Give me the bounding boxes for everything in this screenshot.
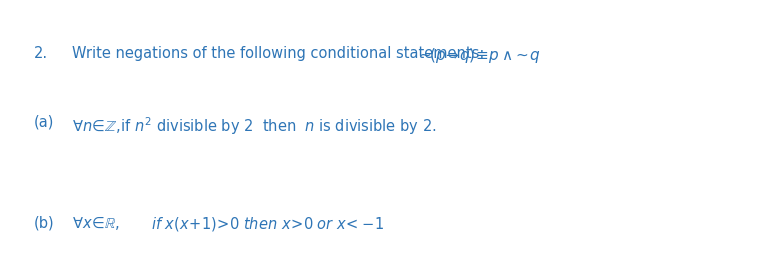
Text: $\forall x\!\in\!\mathbb{R}$,: $\forall x\!\in\!\mathbb{R}$, [71,215,121,232]
Text: 2.: 2. [34,46,49,61]
Text: $\forall n\!\in\!\mathbb{Z}$,if $n^2$ divisible by 2  then  $n$ is divisible by : $\forall n\!\in\!\mathbb{Z}$,if $n^2$ di… [71,115,436,137]
Text: $\sim\!\!(p\!\rightarrow\!q)\!\equiv\!p\wedge\!\sim\!q$: $\sim\!\!(p\!\rightarrow\!q)\!\equiv\!p\… [416,46,540,65]
Text: (a): (a) [34,115,55,130]
Text: $\mathit{if}$ $\mathit{x(x\!+\!1)\!>\!0}$ $\mathit{then}$ $\mathit{x\!>\!0}$ $\m: $\mathit{if}$ $\mathit{x(x\!+\!1)\!>\!0}… [150,215,384,233]
Text: (b): (b) [34,215,55,230]
Text: Write negations of the following conditional statements:: Write negations of the following conditi… [71,46,493,61]
